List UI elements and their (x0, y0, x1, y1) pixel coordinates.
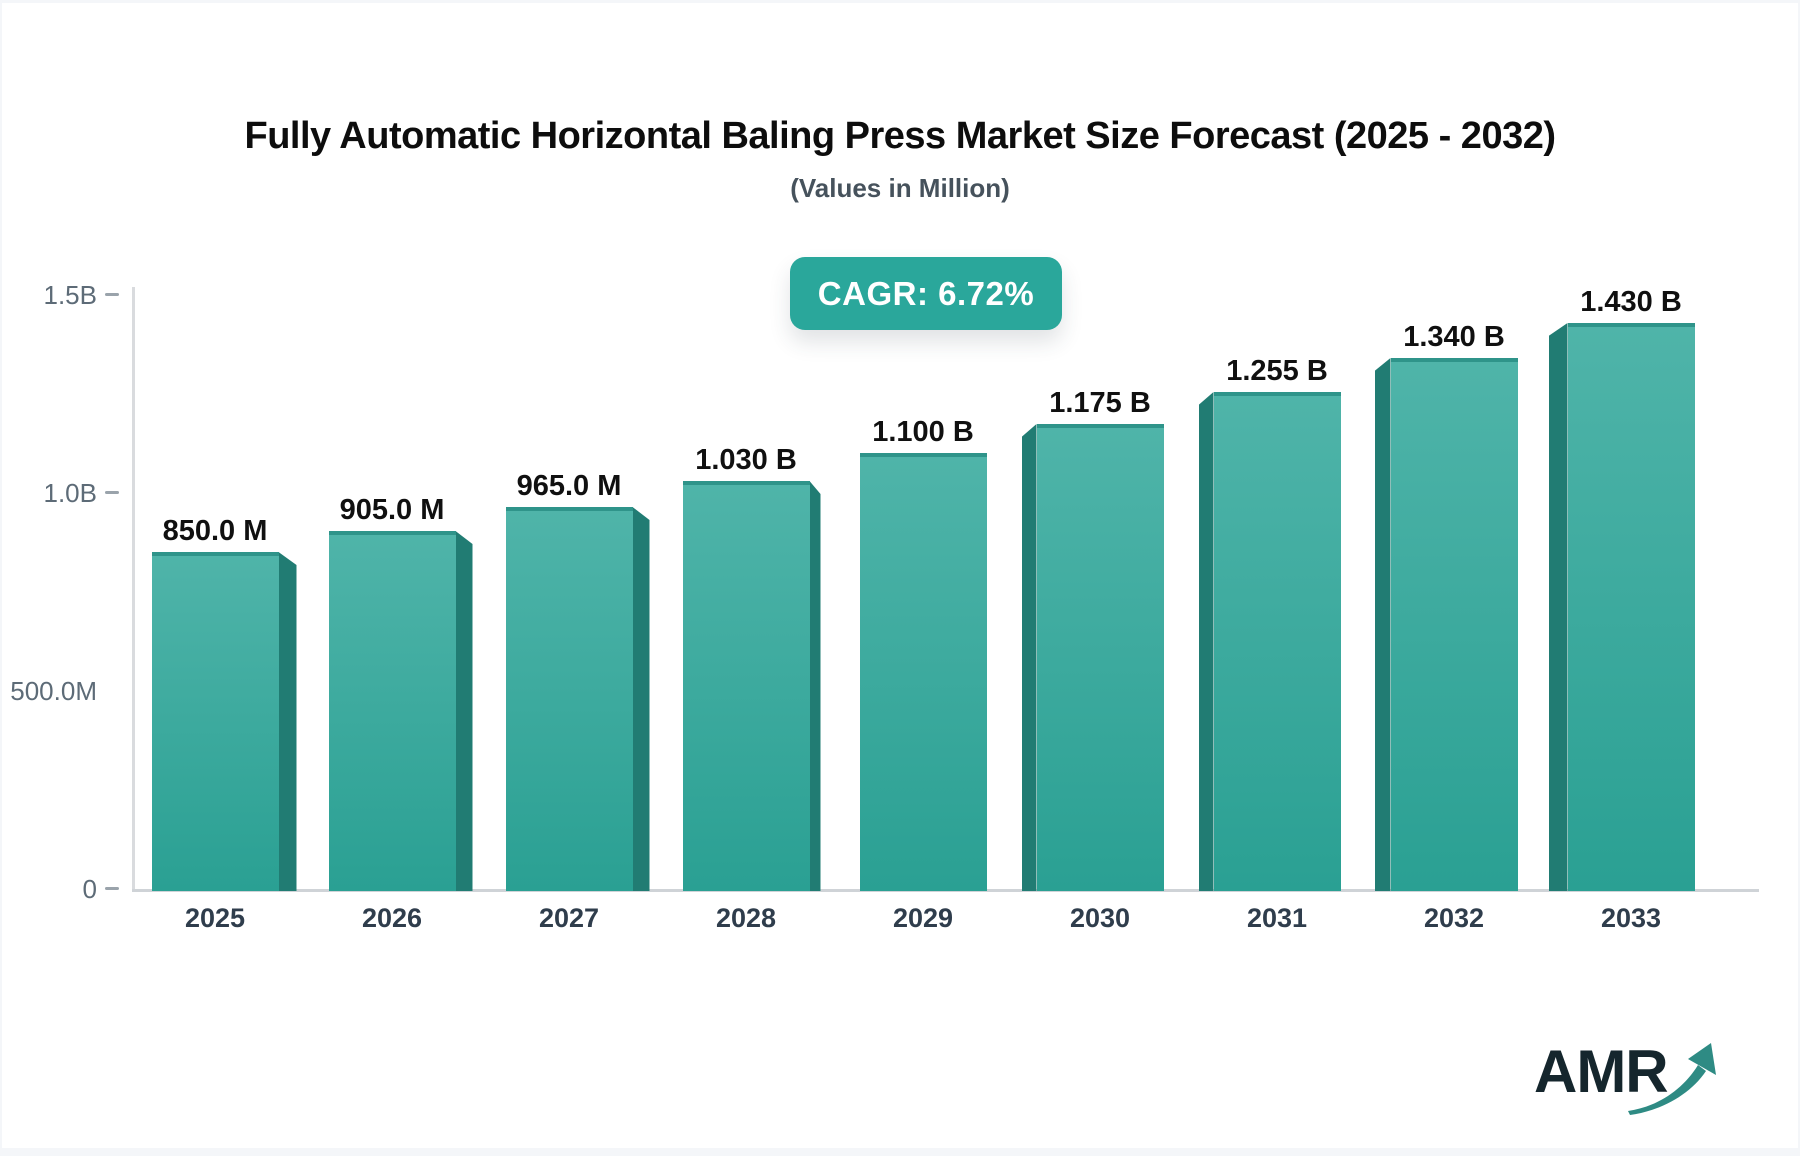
bar-2028 (682, 481, 810, 891)
x-axis-label-2032: 2032 (1423, 903, 1485, 933)
bar-3d-side-2025 (278, 552, 297, 891)
bar-3d-side-2033 (1548, 323, 1568, 891)
chart-subtitle: (Values in Million) (790, 173, 1010, 203)
amr-logo: AMR (1522, 1029, 1732, 1125)
x-axis-label-2030: 2030 (1069, 903, 1131, 933)
y-tick-label: 1.5B (43, 280, 98, 310)
bar-3d-side-2030 (1021, 424, 1037, 891)
bar-3d-side-2026 (455, 531, 473, 891)
y-tick-dash (105, 887, 119, 890)
bar-value-label-2028: 1.030 B (695, 444, 797, 476)
bar-2031 (1213, 392, 1341, 891)
cagr-badge-label: CAGR: 6.72% (817, 274, 1035, 312)
bar-value-label-2025: 850.0 M (162, 515, 268, 547)
growth-arrow-icon (1628, 1043, 1716, 1115)
bar-value-label-2027: 965.0 M (516, 470, 622, 502)
bar-value-label-2026: 905.0 M (339, 494, 445, 526)
bar-2030 (1036, 424, 1164, 891)
y-axis-line (132, 287, 135, 889)
bar-3d-side-2032 (1374, 358, 1391, 891)
y-tick-label: 1.0B (43, 478, 98, 508)
y-tick-label: 0 (82, 874, 97, 904)
x-axis-label-2033: 2033 (1600, 903, 1662, 933)
x-axis-label-2025: 2025 (184, 903, 246, 933)
bar-value-label-2032: 1.340 B (1403, 321, 1505, 353)
x-axis-label-2031: 2031 (1246, 903, 1308, 933)
y-tick-dash (105, 491, 119, 494)
x-axis-label-2026: 2026 (361, 903, 423, 933)
chart-card: Fully Automatic Horizontal Baling Press … (2, 3, 1798, 1148)
bar-3d-side-2031 (1198, 392, 1214, 891)
bar-value-label-2031: 1.255 B (1226, 355, 1328, 387)
bar-2033 (1567, 323, 1695, 891)
bar-value-label-2030: 1.175 B (1049, 387, 1151, 419)
bar-value-label-2029: 1.100 B (872, 416, 974, 448)
x-axis-label-2028: 2028 (715, 903, 777, 933)
bar-3d-side-2027 (632, 507, 650, 891)
chart-title: Fully Automatic Horizontal Baling Press … (244, 115, 1556, 157)
y-tick-dash (105, 293, 119, 296)
bar-2025 (151, 552, 279, 891)
x-axis-label-2027: 2027 (538, 903, 600, 933)
cagr-badge: CAGR: 6.72% (790, 257, 1062, 330)
bar-2029 (859, 453, 987, 891)
bar-2027 (505, 507, 633, 891)
amr-logo-text: AMR (1534, 1038, 1669, 1105)
x-axis-label-2029: 2029 (892, 903, 954, 933)
bar-2032 (1390, 358, 1518, 891)
bar-3d-side-2028 (809, 481, 821, 891)
bar-value-label-2033: 1.430 B (1580, 286, 1682, 318)
bar-2026 (328, 531, 456, 891)
y-tick-label: 500.0M (10, 676, 97, 706)
